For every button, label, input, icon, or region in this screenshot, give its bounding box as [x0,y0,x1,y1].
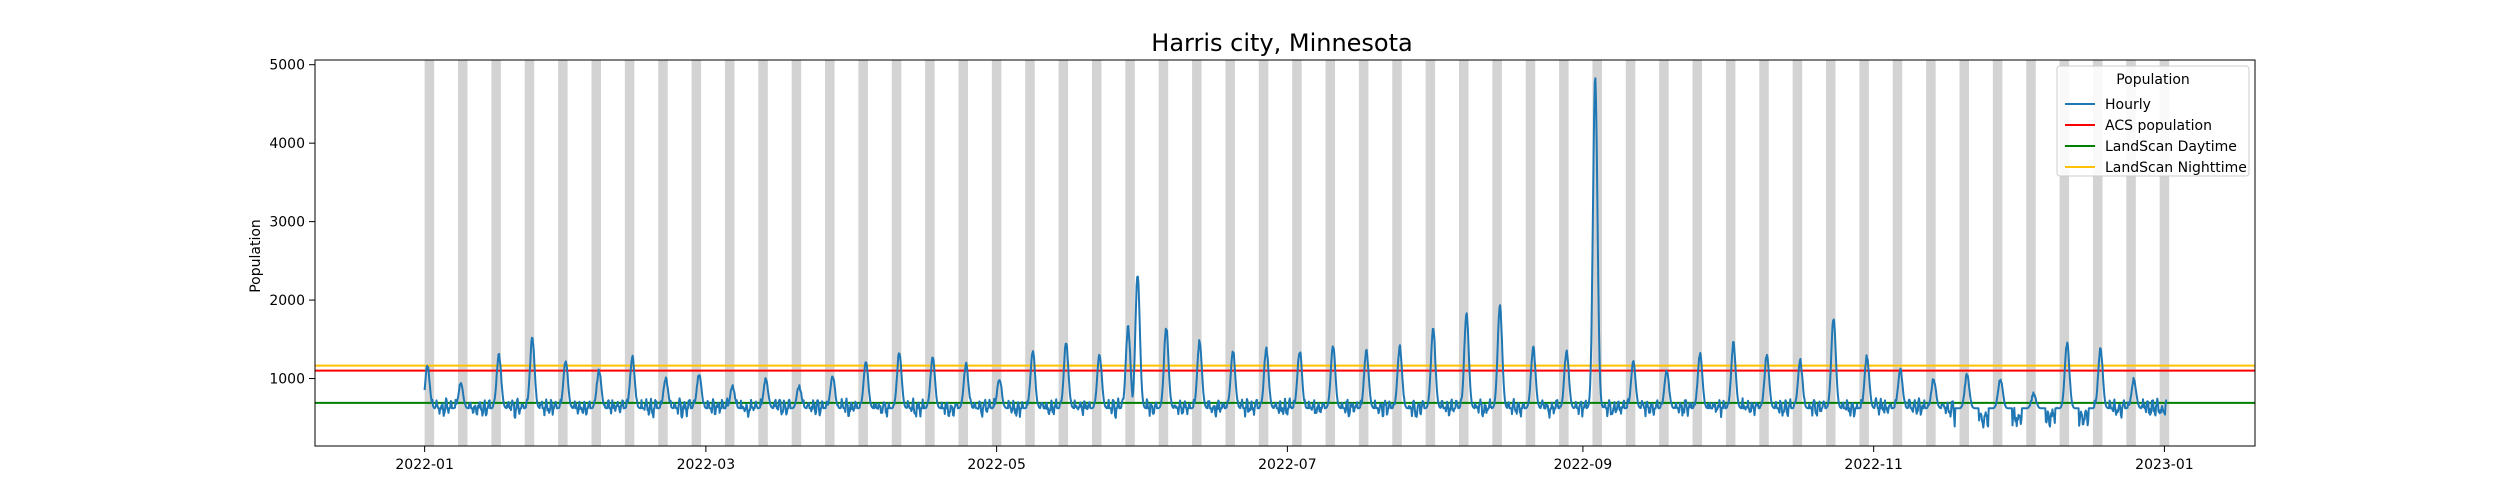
weekend-band [858,60,868,446]
x-tick-label: 2022-03 [677,457,736,473]
y-axis-label: Population [248,219,264,293]
weekend-band [1859,60,1869,446]
weekend-band [1325,60,1336,446]
weekend-band [758,60,768,446]
weekend-band [1926,60,1936,446]
weekend-band [457,60,468,446]
plot-area-frame [314,59,2256,447]
weekend-band [1525,60,1536,446]
legend-entry-acs-population[interactable]: ACS population [2105,118,2212,134]
weekend-band [1158,60,1169,446]
y-tick-label: 2000 [269,293,305,309]
weekend-band [1458,60,1469,446]
weekend-band [2092,60,2103,446]
weekend-band [1692,60,1703,446]
x-axis: 2022-01 2022-03 2022-05 2022-07 2022-09 2022-… [395,446,2194,473]
weekend-band [958,60,969,446]
weekend-band [891,60,902,446]
weekend-band [1358,60,1369,446]
weekend-band [1826,60,1836,446]
x-tick-label: 2022-11 [1844,457,1903,473]
weekend-band [1392,60,1402,446]
weekend-band [2159,60,2170,446]
weekend-band [1425,60,1436,446]
legend-entry-hourly[interactable]: Hourly [2105,97,2151,113]
weekend-band [1959,60,1970,446]
hourly-series [423,77,2168,429]
weekend-band [791,60,802,446]
x-tick-label: 2022-05 [967,457,1026,473]
x-tick-label: 2022-09 [1554,457,1613,473]
weekend-band [591,60,601,446]
weekend-band [1125,60,1135,446]
weekend-shading [424,60,2170,446]
weekend-band [1258,60,1269,446]
legend-entry-landscan-nighttime[interactable]: LandScan Nighttime [2105,160,2247,176]
weekend-band [1725,60,1736,446]
x-tick-label: 2022-07 [1258,457,1317,473]
weekend-band [1625,60,1636,446]
x-tick-label: 2022-01 [395,457,454,473]
y-tick-label: 1000 [269,372,305,388]
weekend-band [1225,60,1235,446]
chart-title: Harris city, Minnesota [1151,29,1412,57]
weekend-band [424,60,435,446]
y-tick-label: 5000 [269,58,305,74]
weekend-band [2126,60,2136,446]
weekend-band [1659,60,1669,446]
weekend-band [2026,60,2036,446]
weekend-band [658,60,668,446]
weekend-band [2059,60,2070,446]
legend[interactable]: Population Hourly ACS population LandScan D… [2056,65,2250,177]
y-axis: 1000 2000 3000 4000 5000 [269,58,315,388]
weekend-band [1025,60,1035,446]
weekend-band [925,60,935,446]
weekend-band [724,60,735,446]
weekend-band [558,60,568,446]
x-tick-label: 2023-01 [2135,457,2194,473]
weekend-band [1091,60,1102,446]
weekend-band [1892,60,1903,446]
hourly-line [423,77,2168,429]
weekend-band [1759,60,1769,446]
legend-entry-landscan-daytime[interactable]: LandScan Daytime [2105,139,2237,155]
y-tick-label: 3000 [269,215,305,231]
weekend-band [491,60,501,446]
weekend-band [1559,60,1569,446]
weekend-band [1492,60,1502,446]
weekend-band [624,60,635,446]
weekend-band [1992,60,2003,446]
weekend-band [524,60,535,446]
weekend-band [825,60,835,446]
weekend-band [1058,60,1069,446]
weekend-band [991,60,1002,446]
weekend-band [1192,60,1202,446]
y-tick-label: 4000 [269,136,305,152]
legend-title: Population [2116,72,2190,88]
weekend-band [1792,60,1803,446]
weekend-band [1292,60,1302,446]
weekend-band [691,60,702,446]
legend-box [2056,65,2250,177]
